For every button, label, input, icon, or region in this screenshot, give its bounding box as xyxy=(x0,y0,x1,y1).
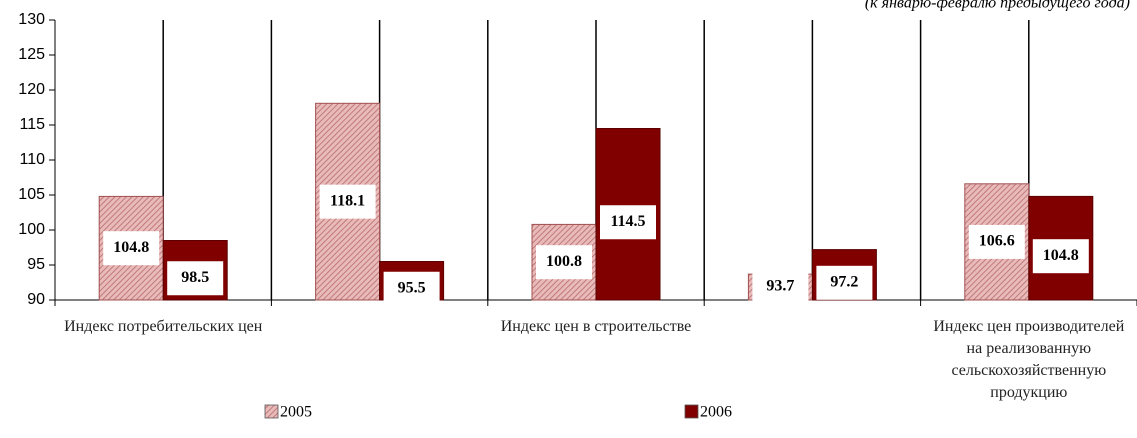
value-label: 104.8 xyxy=(1043,247,1079,264)
legend-label: 2005 xyxy=(280,404,312,421)
value-label-box xyxy=(103,231,160,266)
chart-title: (к январю-февралю предыдущего года) xyxy=(865,0,1130,12)
y-tick-label: 95 xyxy=(27,256,45,273)
value-label-box xyxy=(600,205,656,240)
legend-label: 2006 xyxy=(700,404,732,421)
x-tick-label: Индекс цен в строительстве xyxy=(500,318,692,335)
value-label: 100.8 xyxy=(546,253,582,270)
y-tick-label: 115 xyxy=(19,116,45,133)
value-label-box xyxy=(752,270,809,305)
legend-swatch xyxy=(264,404,279,419)
value-label-box xyxy=(816,265,873,300)
value-label-box xyxy=(536,245,592,280)
y-tick-label: 105 xyxy=(18,186,45,203)
value-label: 106.6 xyxy=(979,233,1015,250)
value-label: 104.8 xyxy=(113,239,149,256)
y-tick-label: 120 xyxy=(18,81,45,98)
x-tick-label: Индекс потребительских цен xyxy=(64,318,263,335)
value-label: 93.7 xyxy=(766,278,794,295)
y-tick-label: 125 xyxy=(18,46,45,63)
value-label: 97.2 xyxy=(830,273,858,290)
y-tick-label: 100 xyxy=(18,221,45,238)
y-tick-label: 110 xyxy=(19,151,45,168)
legend-swatch xyxy=(684,404,699,419)
value-label-box xyxy=(319,184,376,219)
value-label: 118.1 xyxy=(330,192,365,209)
x-tick-label: Индекс цен производителей на реализованн… xyxy=(933,318,1125,401)
value-label-box xyxy=(968,224,1025,259)
value-label-box xyxy=(1032,239,1089,274)
y-tick-label: 90 xyxy=(27,291,45,308)
y-tick-label: 130 xyxy=(18,11,45,28)
value-label: 95.5 xyxy=(398,279,426,296)
value-label-box xyxy=(167,261,224,296)
value-label-box xyxy=(383,271,440,306)
value-label: 98.5 xyxy=(181,269,209,286)
value-label: 114.5 xyxy=(610,213,645,230)
